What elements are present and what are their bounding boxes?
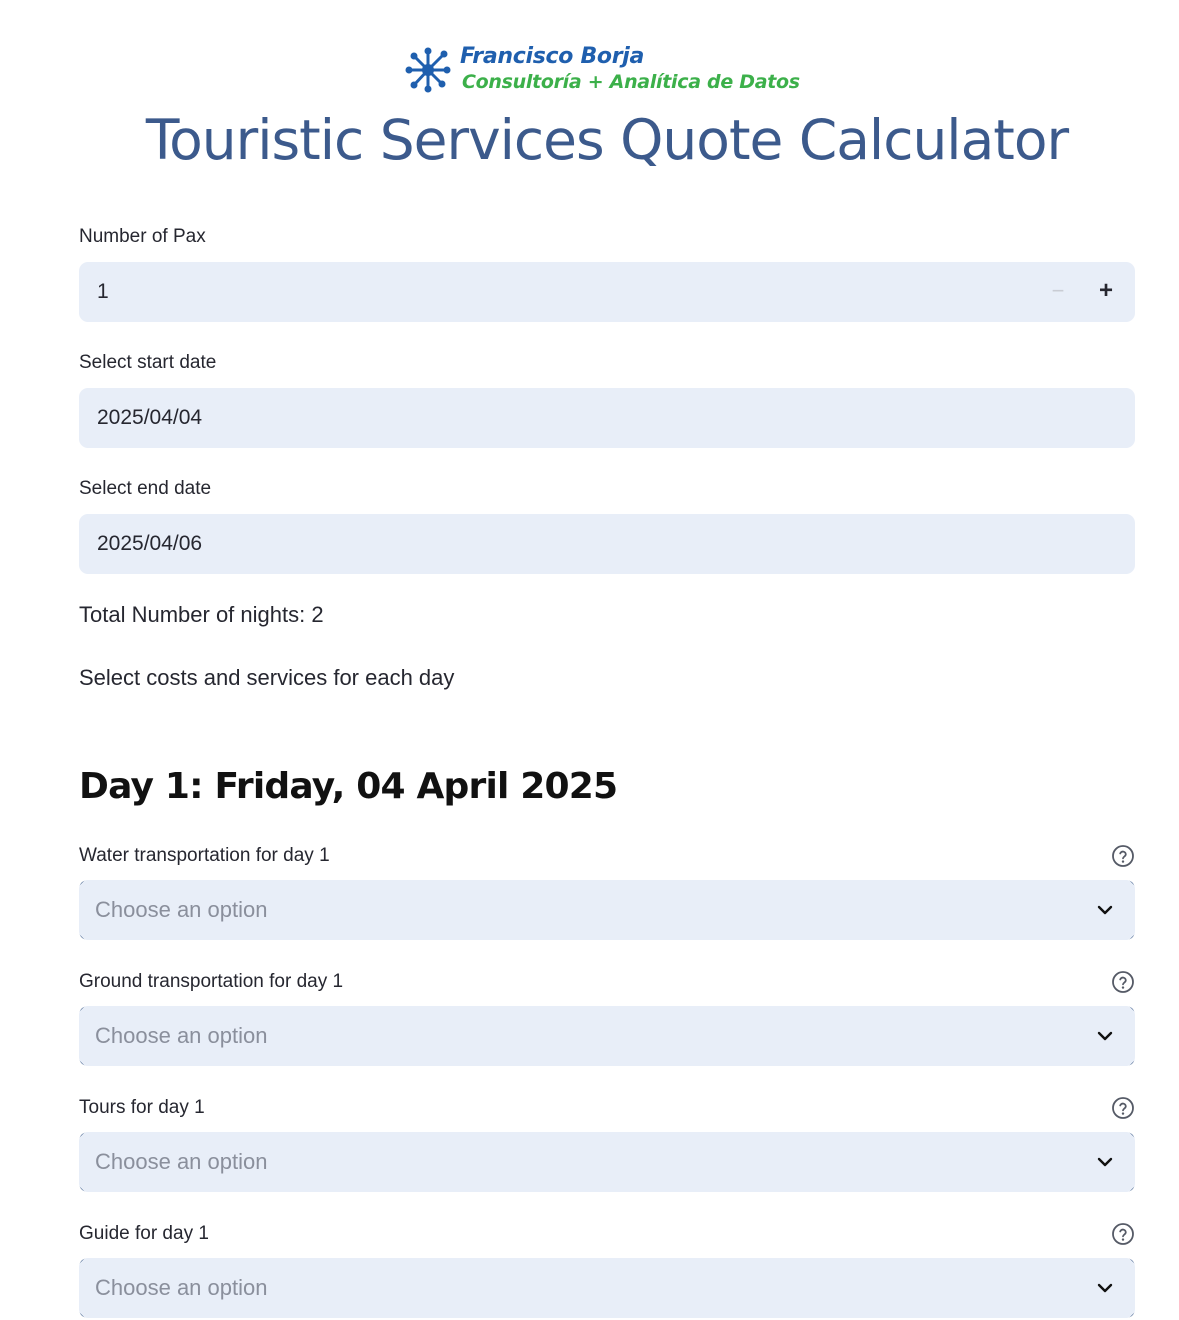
tours-label: Tours for day 1 — [79, 1097, 205, 1118]
tours-select[interactable]: Choose an option — [79, 1132, 1135, 1192]
question-circle-icon[interactable] — [1111, 970, 1135, 994]
start-date-value[interactable]: 2025/04/04 — [97, 406, 203, 429]
select-placeholder[interactable]: Choose an option — [95, 1023, 268, 1048]
brand-name: Francisco Borja — [460, 44, 645, 69]
end-date-value[interactable]: 2025/04/06 — [97, 532, 203, 555]
end-date-input[interactable]: 2025/04/06 — [79, 514, 1135, 574]
chevron-down-icon[interactable] — [1095, 1152, 1115, 1172]
guide-select[interactable]: Choose an option — [79, 1258, 1135, 1318]
brand-tagline: Consultoría + Analítica de Datos — [462, 71, 800, 93]
ground-transport-label: Ground transportation for day 1 — [79, 971, 344, 992]
select-placeholder[interactable]: Choose an option — [95, 897, 268, 922]
ground-transport-select[interactable]: Choose an option — [79, 1006, 1135, 1066]
increment-button[interactable]: + — [1098, 277, 1113, 304]
pax-label: Number of Pax — [79, 226, 206, 247]
start-date-label: Select start date — [79, 352, 217, 373]
chevron-down-icon[interactable] — [1095, 1026, 1115, 1046]
pax-number-input[interactable]: 1 − + — [79, 262, 1135, 322]
guide-label: Guide for day 1 — [79, 1223, 209, 1244]
water-transport-select[interactable]: Choose an option — [79, 880, 1135, 940]
day-1-heading: Day 1: Friday, 04 April 2025 — [79, 766, 618, 807]
question-circle-icon[interactable] — [1111, 1222, 1135, 1246]
end-date-label: Select end date — [79, 478, 212, 499]
chevron-down-icon[interactable] — [1095, 1278, 1115, 1298]
question-circle-icon[interactable] — [1111, 844, 1135, 868]
brand-logo: Francisco Borja Consultoría + Analítica … — [404, 44, 824, 96]
select-placeholder[interactable]: Choose an option — [95, 1275, 268, 1300]
instructions-text: Select costs and services for each day — [79, 665, 455, 690]
pax-value[interactable]: 1 — [97, 280, 109, 303]
select-placeholder[interactable]: Choose an option — [95, 1149, 268, 1174]
question-circle-icon[interactable] — [1111, 1096, 1135, 1120]
start-date-input[interactable]: 2025/04/04 — [79, 388, 1135, 448]
chevron-down-icon[interactable] — [1095, 900, 1115, 920]
total-nights-text: Total Number of nights: 2 — [79, 602, 324, 627]
water-transport-label: Water transportation for day 1 — [79, 845, 330, 866]
network-star-icon — [405, 47, 451, 93]
page-title: Touristic Services Quote Calculator — [145, 108, 1069, 172]
decrement-button[interactable]: − — [1051, 278, 1065, 303]
